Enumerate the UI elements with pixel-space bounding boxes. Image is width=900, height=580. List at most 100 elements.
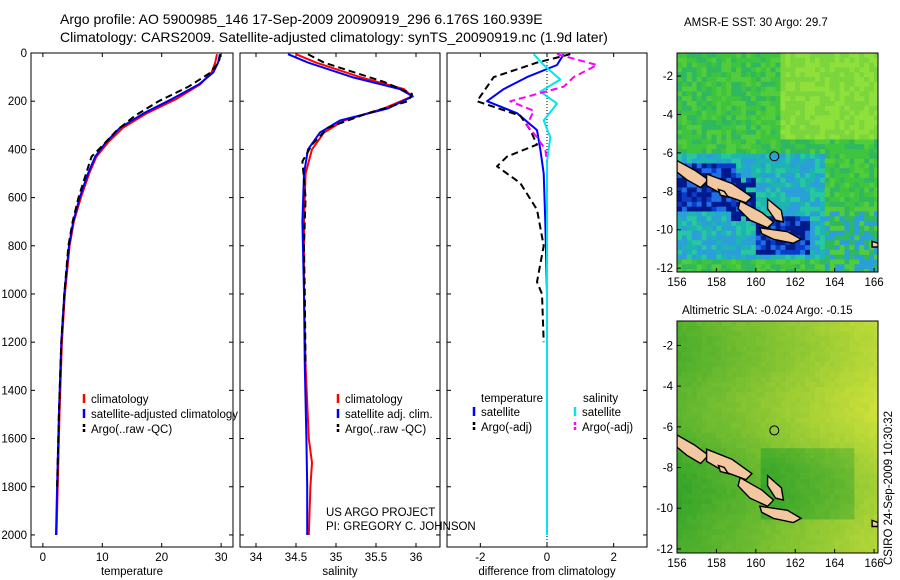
map-cell (755, 67, 762, 73)
map-cell (765, 77, 772, 83)
map-cell (765, 427, 772, 434)
map-cell (677, 91, 683, 97)
map-cell (745, 225, 752, 232)
map-cell (869, 361, 875, 368)
map-cell (691, 336, 698, 342)
map-cell (741, 438, 747, 444)
map-cell (741, 331, 747, 337)
map-cell (810, 504, 816, 510)
map-cell (810, 483, 816, 490)
map-cell (854, 57, 860, 64)
map-cell (844, 67, 851, 73)
map-cell (785, 57, 791, 64)
map-cell (696, 144, 703, 150)
map-cell (686, 197, 693, 203)
map-cell (810, 463, 816, 470)
map-cell (814, 351, 821, 358)
map-cell (711, 139, 718, 145)
map-cell (765, 187, 772, 193)
map-cell (854, 129, 860, 136)
map-cell (795, 120, 801, 126)
map-cell (770, 168, 777, 174)
map-cell (691, 376, 698, 383)
map-cell (824, 371, 831, 378)
map-cell (829, 493, 836, 500)
map-cell (824, 529, 831, 536)
map-cell (750, 519, 757, 526)
map-cell (755, 549, 762, 553)
map-cell (721, 519, 727, 526)
map-cell (745, 392, 752, 398)
y-tick-label: 400 (8, 144, 27, 156)
map-cell (701, 463, 708, 470)
map-cell (844, 259, 851, 265)
map-cell (864, 225, 870, 232)
map-cell (721, 397, 727, 404)
map-cell (711, 86, 718, 93)
map-cell (810, 72, 816, 78)
map-cell (745, 163, 752, 169)
map-cell (854, 488, 860, 495)
map-cell (706, 341, 713, 348)
map-cell (711, 125, 718, 131)
map-cell (716, 341, 722, 348)
map-cell (824, 488, 831, 495)
map-cell (824, 182, 831, 189)
map-cell (859, 77, 865, 83)
map-cell (829, 509, 836, 515)
map-cell (745, 499, 752, 505)
map-cell (686, 499, 693, 505)
map-cell (711, 57, 718, 64)
map-cell (854, 529, 860, 536)
map-cell (790, 453, 796, 459)
map-cell (874, 326, 878, 332)
map-cell (819, 488, 826, 495)
map-cell (721, 534, 727, 541)
map-cell (770, 458, 777, 465)
map-cell (780, 519, 786, 526)
map-cell (731, 519, 737, 526)
map-cell (760, 534, 767, 541)
map-cell (721, 356, 727, 363)
map-cell (814, 361, 821, 368)
map-cell (750, 120, 757, 126)
map-cell (805, 422, 811, 429)
map-cell (736, 110, 742, 117)
map-cell (701, 96, 708, 102)
map-cell (726, 376, 732, 383)
map-cell (834, 67, 841, 73)
map-cell (701, 225, 708, 232)
map-cell (686, 120, 693, 126)
map-cell (765, 392, 772, 398)
map-cell (869, 539, 875, 546)
map-cell (721, 153, 727, 160)
map-cell (706, 336, 713, 342)
map-cell (869, 201, 875, 208)
y-tick-label: -12 (656, 263, 673, 275)
map-cell (844, 341, 851, 348)
map-cell (755, 110, 762, 117)
map-cell (775, 249, 782, 256)
map-cell (726, 549, 732, 553)
map-cell (839, 483, 846, 490)
map-cell (696, 153, 703, 160)
map-cell (780, 254, 786, 261)
map-cell (696, 77, 703, 83)
map-cell (691, 115, 698, 121)
map-cell (854, 458, 860, 465)
map-cell (711, 468, 718, 475)
map-cell (854, 225, 860, 232)
map-cell (874, 81, 878, 88)
map-cell (755, 168, 762, 174)
map-cell (731, 499, 737, 505)
map-cell (775, 346, 782, 353)
map-cell (696, 468, 703, 475)
map-cell (721, 417, 727, 424)
map-cell (800, 235, 806, 241)
map-cell (829, 458, 836, 465)
map-cell (810, 192, 816, 198)
map-cell (775, 549, 782, 553)
map-cell (770, 336, 777, 342)
y-tick-label: -6 (663, 148, 673, 160)
map-cell (716, 534, 722, 541)
